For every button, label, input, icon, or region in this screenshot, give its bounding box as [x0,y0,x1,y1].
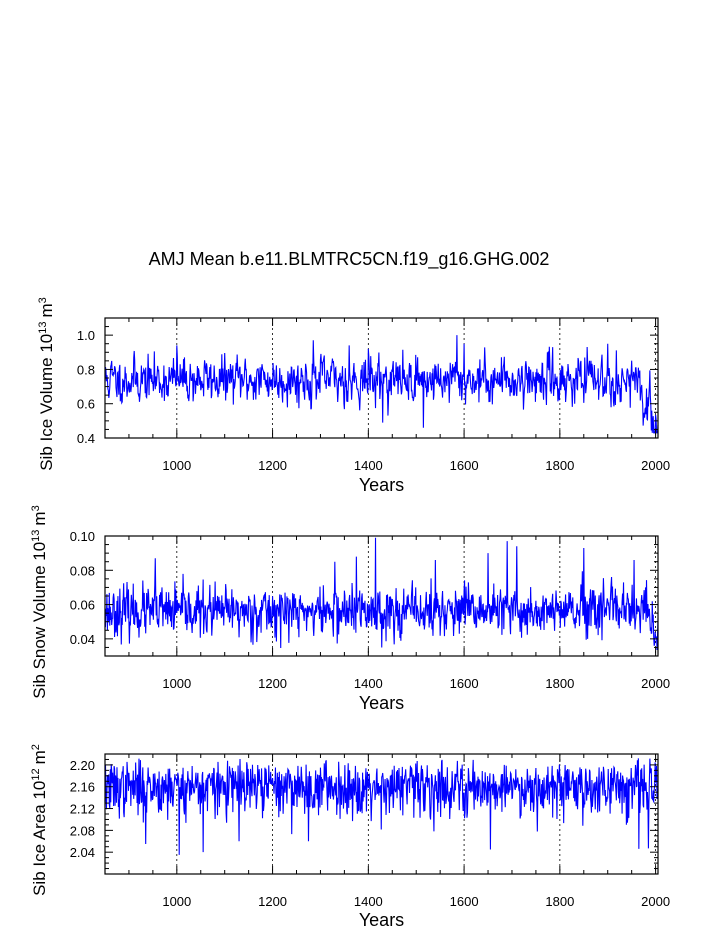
x-tick-label: 1200 [258,894,287,909]
chart-panel-1: 1000 1200 1400 1600 1800 2000 0.4 0.6 0.8 1.0 Year… [37,297,670,495]
y-tick-label: 0.8 [77,362,95,377]
y-tick-label: 0.08 [70,563,95,578]
x-tick-label: 1000 [162,894,191,909]
series-line [104,758,659,855]
x-tick-label: 2000 [641,894,670,909]
x-axis-label: Years [359,475,404,495]
x-tick-label: 1400 [354,676,383,691]
x-tick-label: 1200 [258,676,287,691]
y-tick-label: 1.0 [77,328,95,343]
y-tick-label: 0.10 [70,529,95,544]
x-tick-label: 1800 [545,458,574,473]
x-tick-label: 2000 [641,458,670,473]
y-axis-label: Sib Ice Area 1012m2 [30,744,49,896]
y-tick-label: 2.04 [70,845,95,860]
x-tick-label: 1600 [450,676,479,691]
y-tick-label: 2.12 [70,802,95,817]
y-tick-label: 0.04 [70,632,95,647]
x-tick-label: 1400 [354,458,383,473]
y-tick-label: 2.08 [70,823,95,838]
y-tick-label: 0.06 [70,598,95,613]
x-tick-label: 1800 [545,894,574,909]
y-axis-label: Sib Ice Volume 1013m3 [37,297,56,471]
x-tick-label: 2000 [641,676,670,691]
y-tick-label: 2.16 [70,780,95,795]
chart-panel-3: 1000 1200 1400 1600 1800 2000 2.04 2.08 2.12 2.16… [30,744,670,930]
x-axis-label: Years [359,693,404,713]
x-tick-label: 1200 [258,458,287,473]
x-tick-label: 1400 [354,894,383,909]
series-line [104,335,659,434]
x-tick-label: 1600 [450,458,479,473]
y-tick-label: 0.6 [77,397,95,412]
x-axis-label: Years [359,910,404,930]
x-tick-label: 1000 [162,676,191,691]
series-line [104,537,659,650]
page-title: AMJ Mean b.e11.BLMTRC5CN.f19_g16.GHG.002 [149,249,550,270]
y-axis-label: Sib Snow Volume 1013m3 [30,505,49,698]
y-tick-label: 0.4 [77,431,95,446]
chart-panel-2: 1000 1200 1400 1600 1800 2000 0.04 0.06 0.08 0.10… [30,505,670,713]
x-tick-label: 1000 [162,458,191,473]
x-tick-label: 1600 [450,894,479,909]
x-tick-label: 1800 [545,676,574,691]
y-tick-label: 2.20 [70,758,95,773]
